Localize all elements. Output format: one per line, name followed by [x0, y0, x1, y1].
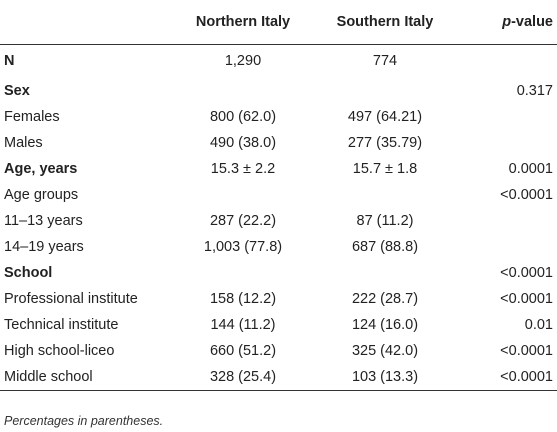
header-p-suffix: -value	[511, 13, 553, 30]
northern-italy-cell: 800 (62.0)	[209, 109, 277, 125]
row-label-cell: Technical institute	[4, 317, 119, 333]
northern-italy-cell: 328 (25.4)	[180, 364, 306, 391]
p-value-cell: 0.01	[524, 317, 553, 333]
northern-italy-cell: 1,003 (77.8)	[203, 239, 283, 255]
p-value-cell	[464, 44, 557, 78]
header-p-value: p-value	[464, 0, 557, 45]
table-row: Technical institute 144 (11.2) 124 (16.0) 0…	[0, 312, 557, 338]
row-label-cell: Professional institute	[4, 291, 138, 307]
header-label-cell	[0, 0, 180, 45]
table-row: Middle school 328 (25.4) 103 (13.3) <0.0001	[0, 364, 557, 391]
p-value-cell: <0.0001	[500, 343, 553, 359]
p-value-cell: 0.0001	[508, 161, 553, 177]
header-southern-italy: Southern Italy	[306, 0, 464, 45]
p-value-cell	[464, 208, 557, 234]
northern-italy-cell	[180, 78, 306, 104]
header-row: Northern Italy Southern Italy p-value	[0, 0, 557, 45]
northern-italy-cell	[180, 260, 306, 286]
northern-italy-cell: 158 (12.2)	[209, 291, 277, 307]
table-row: School <0.0001	[0, 260, 557, 286]
southern-italy-cell	[306, 260, 464, 286]
header-northern-italy: Northern Italy	[180, 0, 306, 45]
table-row: 11–13 years 287 (22.2) 87 (11.2)	[0, 208, 557, 234]
row-label-cell: N	[4, 53, 15, 70]
southern-italy-cell: 87 (11.2)	[356, 213, 414, 229]
row-label-cell: Males	[4, 135, 43, 151]
southern-italy-cell: 15.7 ± 1.8	[352, 161, 418, 177]
southern-italy-cell: 687 (88.8)	[351, 239, 419, 255]
northern-italy-cell: 144 (11.2)	[210, 317, 276, 333]
table-row: Age groups <0.0001	[0, 182, 557, 208]
row-label-cell: Age groups	[4, 187, 79, 203]
table-row: 14–19 years 1,003 (77.8) 687 (88.8)	[0, 234, 557, 260]
row-label-cell: Middle school	[0, 364, 180, 391]
table-header: Northern Italy Southern Italy p-value	[0, 0, 557, 45]
p-value-cell	[464, 104, 557, 130]
table-row: High school-liceo 660 (51.2) 325 (42.0) <0.…	[0, 338, 557, 364]
table-row: N 1,290 774	[0, 44, 557, 78]
southern-italy-cell: 325 (42.0)	[351, 343, 419, 359]
statistics-table: Northern Italy Southern Italy p-value N 1…	[0, 0, 557, 391]
northern-italy-cell: 660 (51.2)	[209, 343, 277, 359]
p-value-cell	[464, 234, 557, 260]
p-value-cell: <0.0001	[500, 265, 553, 281]
northern-italy-cell	[180, 182, 306, 208]
northern-italy-cell: 490 (38.0)	[209, 135, 277, 151]
southern-italy-cell: 222 (28.7)	[351, 291, 419, 307]
table-footnote: Percentages in parentheses.	[4, 414, 164, 428]
northern-italy-cell: 1,290	[224, 53, 262, 70]
table-row: Professional institute 158 (12.2) 222 (28.…	[0, 286, 557, 312]
row-label-cell: 11–13 years	[4, 213, 83, 229]
southern-italy-cell	[306, 78, 464, 104]
p-value-cell: 0.317	[516, 83, 553, 99]
table-row: Age, years 15.3 ± 2.2 15.7 ± 1.8 0.0001	[0, 156, 557, 182]
header-p-italic: p	[502, 13, 512, 30]
table-row: Females 800 (62.0) 497 (64.21)	[0, 104, 557, 130]
southern-italy-cell: 124 (16.0)	[351, 317, 419, 333]
p-value-cell: <0.0001	[464, 364, 557, 391]
row-label-cell: Age, years	[4, 161, 78, 177]
southern-italy-cell: 277 (35.79)	[347, 135, 423, 151]
row-label-cell: Females	[4, 109, 60, 125]
row-label-cell: 14–19 years	[4, 239, 84, 255]
p-value-cell	[464, 130, 557, 156]
northern-italy-cell: 287 (22.2)	[209, 213, 277, 229]
row-label-cell: School	[4, 265, 53, 281]
table-body: N 1,290 774 Sex 0.317 Females 800 (62.0) 497 (6…	[0, 44, 557, 391]
southern-italy-cell	[306, 182, 464, 208]
northern-italy-cell: 15.3 ± 2.2	[210, 161, 276, 177]
row-label-cell: Sex	[4, 83, 30, 99]
row-label-cell: High school-liceo	[4, 343, 115, 359]
southern-italy-cell: 103 (13.3)	[306, 364, 464, 391]
southern-italy-cell: 497 (64.21)	[347, 109, 423, 125]
p-value-cell: <0.0001	[500, 291, 553, 307]
table-row: Sex 0.317	[0, 78, 557, 104]
southern-italy-cell: 774	[372, 53, 398, 70]
p-value-cell: <0.0001	[500, 187, 553, 203]
table-row: Males 490 (38.0) 277 (35.79)	[0, 130, 557, 156]
